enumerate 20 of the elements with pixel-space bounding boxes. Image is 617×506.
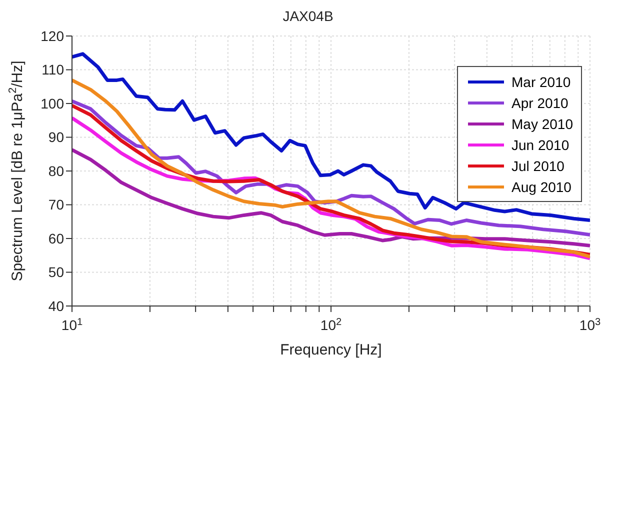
legend-label: Aug 2010 (512, 178, 572, 194)
legend-label: Mar 2010 (512, 74, 571, 90)
legend-label: Jun 2010 (512, 136, 570, 152)
y-tick-label: 50 (48, 264, 64, 280)
y-tick-label: 80 (48, 162, 64, 179)
y-tick-label: 120 (40, 28, 64, 44)
legend-label: Apr 2010 (512, 94, 568, 110)
chart-title: JAX04B (282, 8, 334, 26)
legend-label: May 2010 (512, 116, 573, 132)
y-tick-label: 90 (48, 129, 64, 146)
y-tick-label: 110 (42, 62, 64, 78)
y-tick-label: 100 (40, 95, 64, 112)
x-axis-title: Frequency [Hz] (280, 342, 382, 359)
legend-label: Jul 2010 (512, 158, 564, 174)
x-tick-label: 10$^{2}$ (320, 316, 342, 333)
y-tick-label: 40 (48, 298, 64, 314)
y-tick-label: 60 (48, 230, 64, 246)
y-tick-label: 70 (48, 196, 64, 213)
x-tick-label: 10$^{3}$ (579, 316, 601, 333)
x-tick-label: 10$^{1}$ (61, 316, 83, 333)
